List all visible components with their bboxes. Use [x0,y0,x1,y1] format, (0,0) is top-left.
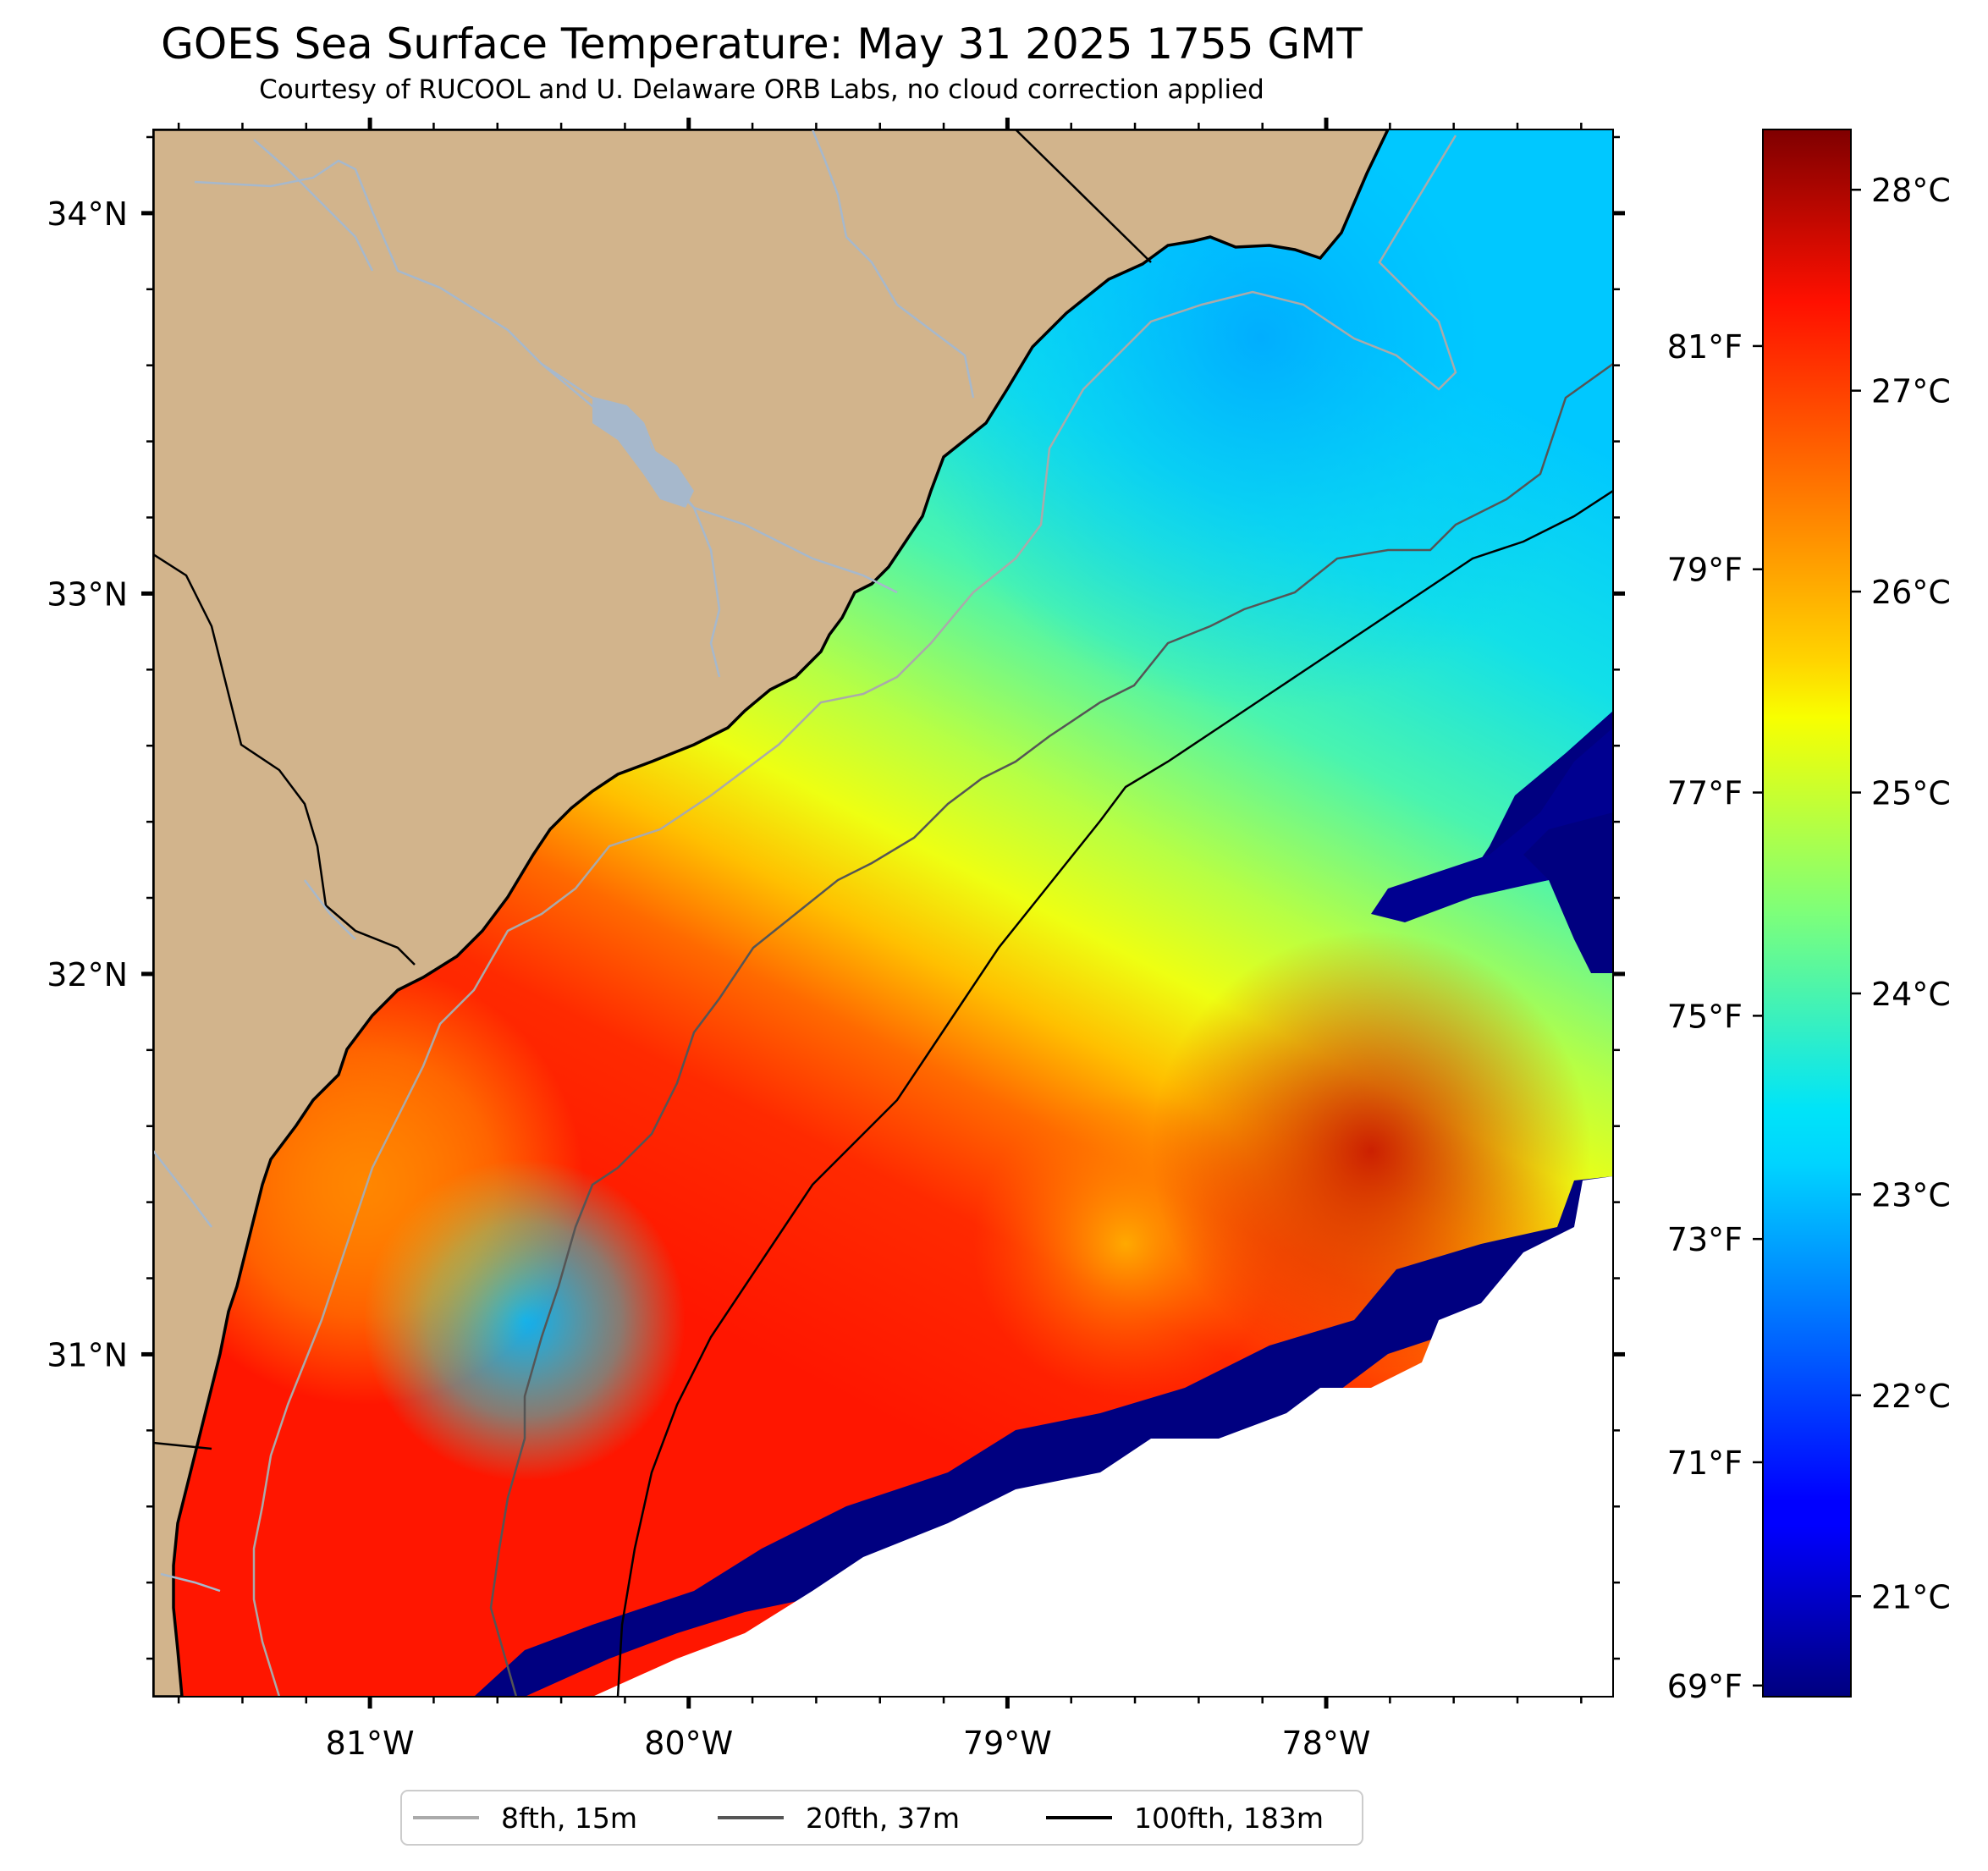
map-subtitle: Courtesy of RUCOOL and U. Delaware ORB L… [259,74,1264,105]
lat-label-2: 32°N [47,956,128,993]
fahrenheit-label-4: 73°F [1667,1221,1743,1258]
contour-100fth [616,489,1613,1697]
map-tick-marks [141,118,1625,1709]
fahrenheit-label-5: 71°F [1667,1445,1743,1482]
celsius-label-5: 23°C [1871,1176,1951,1213]
colorbar-fahrenheit-ticks: 81°F 79°F 77°F 75°F 73°F 71°F 69°F [1667,328,1763,1705]
contour-20fth [489,362,1613,1697]
lake-marion [592,398,694,508]
rivers [153,129,975,1593]
longitude-labels: 81°W 80°W 79°W 78°W [326,1725,1371,1762]
celsius-label-7: 21°C [1871,1578,1951,1615]
celsius-label-3: 25°C [1871,775,1951,812]
colorbar [1762,129,1852,1698]
celsius-label-0: 28°C [1871,172,1951,209]
fahrenheit-label-1: 79°F [1667,552,1743,589]
fahrenheit-label-6: 69°F [1667,1668,1743,1705]
lon-label-0: 81°W [326,1725,415,1762]
celsius-label-1: 27°C [1871,373,1951,410]
fahrenheit-label-2: 77°F [1667,775,1743,812]
colorbar-celsius-ticks: 28°C 27°C 26°C 25°C 24°C 23°C 22°C 21°C [1851,172,1951,1615]
lon-label-2: 79°W [963,1725,1052,1762]
contour-legend: 8fth, 15m 20fth, 37m 100fth, 183m [400,1790,1363,1846]
lon-label-1: 80°W [644,1725,733,1762]
state-border-ga-fl [153,1441,212,1450]
sst-map [153,129,1613,1697]
latitude-labels: 34°N 33°N 32°N 31°N [47,195,128,1374]
map-frame [152,129,1614,1698]
lon-label-3: 78°W [1282,1725,1371,1762]
celsius-label-2: 26°C [1871,574,1951,611]
no-data-area [592,1176,1613,1697]
legend-label-20fth: 20fth, 37m [806,1802,960,1835]
state-border-sc-ga [153,553,416,966]
celsius-label-6: 22°C [1871,1378,1951,1415]
legend-box [400,1790,1363,1846]
map-title: GOES Sea Surface Temperature: May 31 202… [161,19,1363,69]
legend-label-100fth: 100fth, 183m [1134,1802,1324,1835]
state-border-nc-sc [1015,129,1152,263]
legend-label-8fth: 8fth, 15m [501,1802,637,1835]
celsius-label-4: 24°C [1871,976,1951,1013]
lat-label-1: 33°N [47,575,128,613]
fahrenheit-label-3: 75°F [1667,998,1743,1035]
land-mass [153,129,1390,1697]
fahrenheit-label-0: 81°F [1667,328,1743,366]
lat-label-3: 31°N [47,1336,128,1373]
cold-intrusion [1371,728,1613,922]
lat-label-0: 34°N [47,195,128,233]
contour-8fth [252,135,1457,1697]
